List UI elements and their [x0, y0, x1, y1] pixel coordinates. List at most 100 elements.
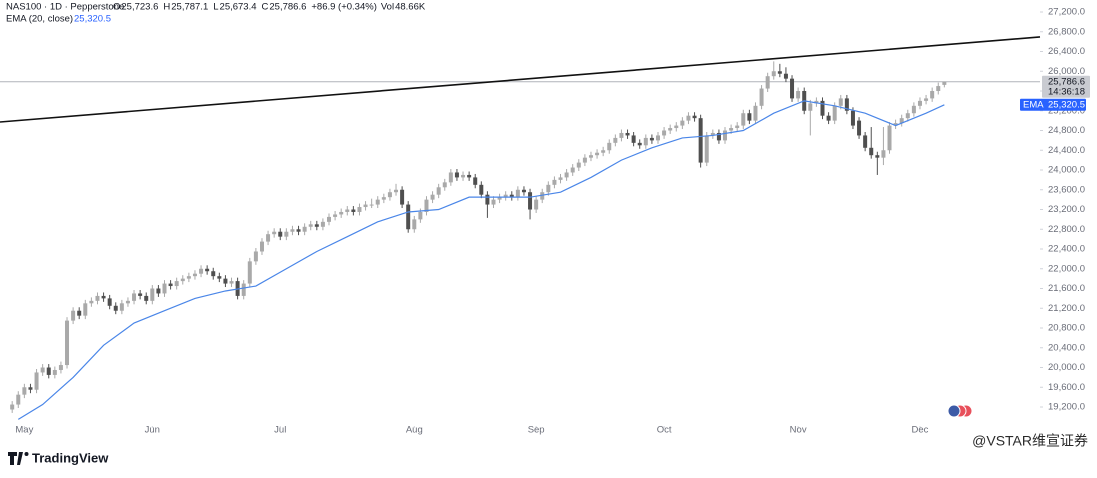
candle-body	[22, 387, 27, 395]
brand: TradingView	[32, 450, 109, 465]
price-tag	[1042, 75, 1090, 98]
y-tick-label: 24,800.0	[1048, 125, 1085, 136]
price-tag-countdown: 14:36:18	[1048, 86, 1085, 97]
candle-body	[351, 209, 356, 212]
candle-body	[65, 320, 70, 366]
y-tick-label: 22,800.0	[1048, 224, 1085, 235]
candle-body	[369, 204, 374, 206]
candle-body	[186, 276, 191, 279]
candle-body	[899, 118, 904, 124]
candle-body	[406, 204, 411, 230]
candle-body	[686, 115, 691, 121]
legend-change: +86.9 (+0.34%)	[311, 2, 377, 13]
candle-body	[497, 197, 502, 200]
candle-body	[509, 194, 514, 198]
candle-body	[28, 387, 33, 390]
candle-body	[479, 184, 484, 195]
y-tick-label: 20,800.0	[1048, 323, 1085, 334]
candle-body	[132, 293, 137, 301]
tradingview-logo	[8, 452, 29, 465]
legend-key: H	[163, 2, 170, 13]
x-tick-label: Nov	[790, 425, 807, 436]
candle-body	[735, 125, 740, 129]
ohlc-legend: O 25,723.6 H 25,787.1 L 25,673.4 C 25,786.6 +86.…	[113, 2, 426, 13]
candle-body	[284, 231, 289, 237]
candle-body	[576, 162, 581, 168]
candle-body	[266, 234, 271, 242]
candle-body	[454, 172, 459, 178]
candle-body	[515, 189, 520, 198]
candle-body	[905, 113, 910, 119]
candle-body	[180, 278, 185, 282]
trendline	[0, 36, 1041, 123]
candle-body	[223, 278, 228, 284]
candle-body	[814, 100, 819, 104]
candle-body	[278, 231, 283, 237]
candle-body	[582, 157, 587, 163]
candle-body	[729, 128, 734, 131]
candle-body	[259, 241, 264, 252]
legend-value: 25,786.6	[269, 2, 306, 13]
candle-body	[680, 120, 685, 126]
candle-body	[783, 73, 788, 79]
candle-body	[34, 372, 39, 390]
candle-body	[485, 194, 490, 205]
ema-tag	[1020, 98, 1086, 111]
candle-body	[601, 150, 606, 153]
candle-body	[46, 367, 51, 375]
candle-body	[674, 125, 679, 129]
candle-body	[741, 113, 746, 126]
candle-body	[424, 199, 429, 212]
y-tick-label: 23,200.0	[1048, 204, 1085, 215]
candle-body	[363, 204, 368, 208]
candle-body	[558, 177, 563, 180]
candle-body	[412, 219, 417, 230]
candle-body	[326, 216, 331, 222]
price-tag-price: 25,786.6	[1048, 76, 1085, 87]
candle-body	[150, 288, 155, 301]
candle-body	[710, 132, 715, 136]
candle-body	[473, 177, 478, 185]
candle-body	[40, 367, 45, 373]
y-tick-label: 24,400.0	[1048, 145, 1085, 156]
y-tick-label: 22,400.0	[1048, 244, 1085, 255]
candle-body	[138, 293, 143, 296]
candle-body	[339, 211, 344, 215]
candle-body	[119, 303, 124, 311]
y-tick-label: 21,200.0	[1048, 303, 1085, 314]
candle-body	[619, 132, 624, 138]
candle-body	[552, 179, 557, 185]
candle-body	[503, 194, 508, 198]
legend-key: L	[213, 2, 218, 13]
candle-body	[107, 298, 112, 306]
candle-body	[936, 86, 941, 92]
candle-body	[649, 137, 654, 141]
candle-body	[893, 123, 898, 126]
candle-body	[704, 135, 709, 163]
candle-body	[808, 103, 813, 111]
candle-body	[174, 281, 179, 287]
candle-body	[521, 189, 526, 193]
y-tick-label: 19,200.0	[1048, 402, 1085, 413]
candle-body	[333, 214, 338, 217]
candle-body	[296, 229, 301, 232]
candle-body	[655, 135, 660, 141]
y-tick-label: 20,000.0	[1048, 362, 1085, 373]
candle-body	[205, 268, 210, 272]
candle-body	[796, 91, 801, 99]
flag-icon	[947, 404, 973, 418]
y-tick-label: 26,000.0	[1048, 66, 1085, 77]
candle-body	[375, 199, 380, 205]
candle-body	[930, 91, 935, 99]
legend-volume-key: Vol	[381, 2, 394, 13]
candle-body	[16, 394, 21, 405]
candle-body	[156, 288, 161, 294]
legend-value: 25,723.6	[121, 2, 158, 13]
candle-body	[826, 115, 831, 121]
candle-body	[790, 78, 795, 99]
y-tick-label: 21,600.0	[1048, 283, 1085, 294]
plot	[0, 61, 1040, 420]
candle-body	[698, 118, 703, 163]
candle-body	[387, 192, 392, 198]
